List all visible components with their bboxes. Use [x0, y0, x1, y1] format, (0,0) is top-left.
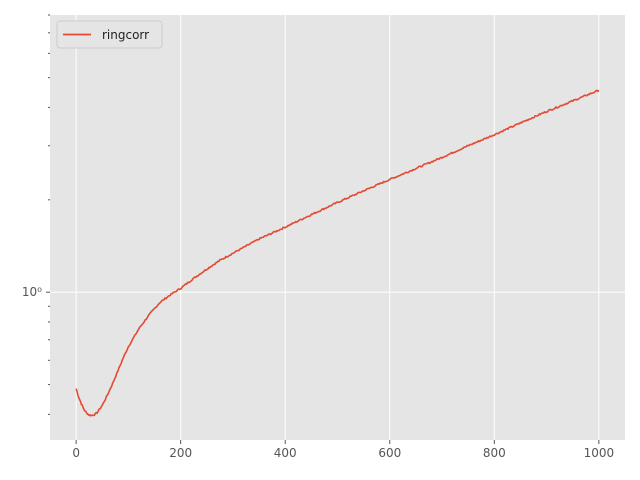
x-tick-label: 1000	[584, 446, 615, 460]
x-tick-label: 600	[378, 446, 401, 460]
y-tick-label: 10⁰	[22, 285, 42, 299]
legend-label-ringcorr: ringcorr	[102, 28, 149, 42]
series-group	[75, 89, 600, 417]
x-tick-label: 800	[483, 446, 506, 460]
plot-background	[50, 15, 625, 440]
x-tick-label: 0	[72, 446, 80, 460]
grid-lines	[50, 15, 625, 440]
legend: ringcorr	[56, 20, 163, 49]
series-line-ringcorr	[75, 89, 600, 417]
x-tick-label: 200	[169, 446, 192, 460]
y-minor-ticks	[48, 14, 50, 415]
legend-box	[56, 20, 163, 49]
x-tick-label: 400	[274, 446, 297, 460]
y-axis: 10⁰	[22, 285, 50, 299]
x-axis: 0 200 400 600 800 1000	[72, 440, 614, 460]
